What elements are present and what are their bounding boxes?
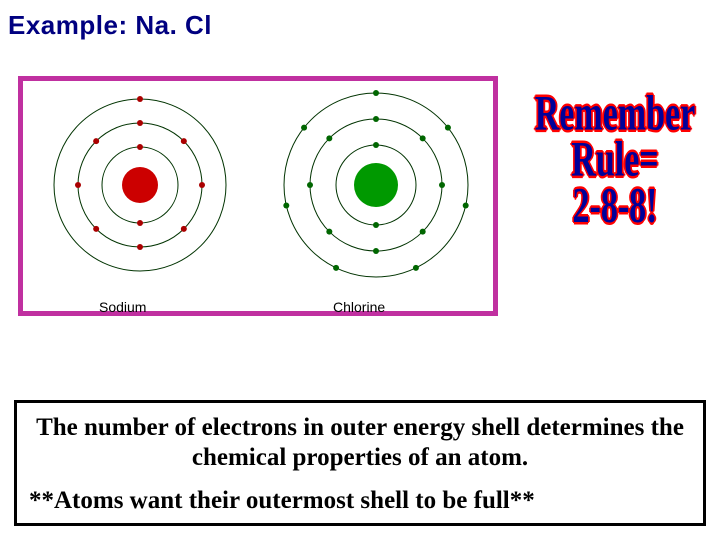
- sodium-atom: [25, 83, 255, 313]
- callout-line-3: 2-8-8!: [534, 176, 696, 234]
- chlorine-svg: [261, 83, 491, 293]
- chlorine-label: Chlorine: [333, 299, 385, 315]
- chlorine-atom: [261, 83, 491, 313]
- bottom-text-2: **Atoms want their outermost shell to be…: [29, 487, 691, 515]
- bottom-info-box: The number of electrons in outer energy …: [14, 400, 706, 526]
- page-title: Example: Na. Cl: [8, 10, 212, 41]
- sodium-label: Sodium: [99, 299, 146, 315]
- atom-diagram-box: Sodium Chlorine: [18, 76, 498, 316]
- remember-callout: Remember Rule= 2-8-8!: [520, 90, 710, 228]
- bottom-text-1: The number of electrons in outer energy …: [29, 413, 691, 473]
- sodium-svg: [25, 83, 255, 293]
